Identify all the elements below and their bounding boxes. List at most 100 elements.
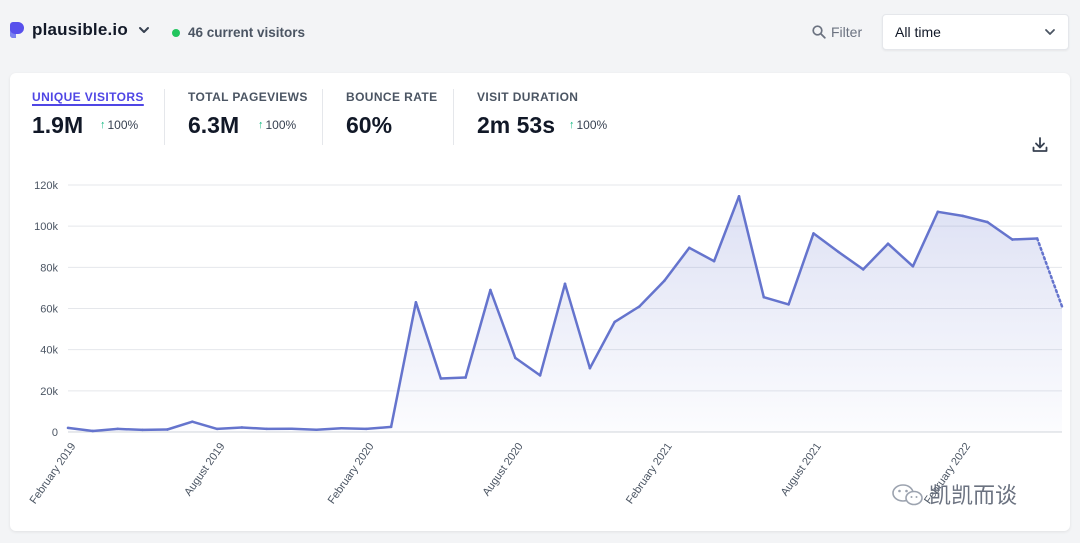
data-point[interactable] (837, 250, 840, 254)
data-point[interactable] (240, 426, 244, 429)
data-point[interactable] (1060, 305, 1064, 308)
data-point[interactable] (588, 367, 592, 370)
line-segment (514, 356, 542, 377)
line-segment (563, 282, 592, 370)
x-tick-label: February 2019 (28, 441, 79, 506)
site-switcher[interactable]: plausible.io (10, 20, 150, 40)
y-tick-label: 80k (40, 262, 58, 274)
line-segment (663, 246, 691, 282)
data-point[interactable] (886, 242, 890, 245)
data-point[interactable] (514, 356, 517, 360)
site-name: plausible.io (32, 20, 128, 39)
y-tick-label: 20k (40, 386, 58, 398)
y-tick-label: 120k (34, 180, 58, 192)
data-point[interactable] (91, 429, 95, 433)
line-segment (191, 420, 219, 431)
divider (164, 89, 165, 145)
x-tick-label: February 2021 (624, 441, 675, 506)
data-point[interactable] (538, 374, 542, 377)
data-point[interactable] (141, 428, 144, 432)
stat-label: UNIQUE VISITORS (32, 90, 144, 104)
line-segment (712, 195, 741, 263)
divider (322, 89, 323, 145)
stat-value: 2m 53s (477, 112, 556, 138)
data-point[interactable] (911, 265, 915, 268)
line-segment (737, 195, 766, 299)
period-select[interactable]: All time (882, 14, 1069, 50)
filter-button[interactable]: Filter (812, 24, 862, 40)
data-point[interactable] (638, 305, 641, 308)
data-point[interactable] (489, 288, 492, 292)
stat-change: ↑ 100% (258, 118, 296, 132)
data-point[interactable] (340, 427, 343, 430)
watermark-text: 凯凯而谈 (929, 484, 1017, 509)
line-segment (1035, 237, 1064, 308)
data-point[interactable] (290, 427, 293, 430)
line-segment (911, 210, 940, 268)
line-segment (464, 288, 492, 379)
search-icon (812, 25, 826, 39)
x-tick-label: February 2020 (326, 441, 377, 506)
line-segment (489, 288, 517, 360)
y-tick-label: 100k (34, 221, 58, 233)
line-segment (961, 214, 989, 224)
data-point[interactable] (389, 425, 393, 429)
data-point[interactable] (737, 195, 741, 198)
current-visitors-label: 46 current visitors (188, 25, 306, 40)
data-point[interactable] (439, 377, 442, 380)
data-point[interactable] (986, 220, 989, 224)
stat-value: 1.9M (32, 112, 84, 138)
data-point[interactable] (663, 279, 666, 282)
data-point[interactable] (191, 420, 194, 423)
x-tick-label: August 2019 (182, 441, 227, 498)
line-segment (315, 427, 343, 431)
line-segment (986, 220, 1014, 241)
data-point[interactable] (265, 427, 268, 431)
data-point[interactable] (116, 427, 119, 431)
y-tick-label: 40k (40, 345, 58, 357)
y-tick-label: 0 (52, 427, 58, 439)
x-tick-label: August 2021 (779, 441, 824, 498)
line-segment (688, 246, 716, 263)
data-point[interactable] (787, 303, 790, 306)
data-point[interactable] (688, 246, 691, 249)
arrow-up-icon: ↑ (569, 119, 575, 131)
line-segment (364, 425, 393, 431)
data-point[interactable] (315, 428, 318, 431)
stat-change: ↑ 100% (100, 118, 138, 132)
data-point[interactable] (365, 427, 368, 431)
data-point[interactable] (1011, 238, 1014, 241)
data-point[interactable] (812, 232, 815, 235)
data-point[interactable] (66, 426, 70, 430)
arrow-up-icon: ↑ (100, 119, 106, 131)
chart-area (68, 196, 1062, 432)
plausible-logo-icon (10, 22, 24, 38)
data-point[interactable] (464, 376, 467, 379)
data-point[interactable] (961, 214, 964, 218)
data-point[interactable] (166, 428, 169, 431)
stat-label: TOTAL PAGEVIEWS (188, 90, 308, 104)
data-point[interactable] (414, 301, 418, 304)
download-icon[interactable] (1030, 135, 1050, 155)
period-selected: All time (895, 24, 941, 40)
line-segment (1011, 237, 1039, 241)
data-point[interactable] (712, 260, 716, 263)
live-dot-icon (172, 28, 180, 37)
line-segment (439, 376, 467, 380)
y-tick-label: 60k (40, 304, 58, 316)
data-point[interactable] (862, 268, 865, 271)
arrow-up-icon: ↑ (258, 119, 264, 131)
watermark: 凯凯而谈 (892, 484, 1017, 509)
data-point[interactable] (613, 320, 616, 324)
data-point[interactable] (215, 427, 219, 431)
data-point[interactable] (1036, 237, 1039, 240)
line-segment (290, 427, 318, 431)
data-point[interactable] (563, 282, 567, 285)
stat-change-value: 100% (576, 118, 608, 132)
current-visitors[interactable]: 46 current visitors (172, 25, 305, 40)
data-point[interactable] (936, 210, 939, 213)
data-point[interactable] (762, 296, 765, 299)
stat-change-value: 100% (107, 118, 139, 132)
line-segment (936, 210, 964, 218)
